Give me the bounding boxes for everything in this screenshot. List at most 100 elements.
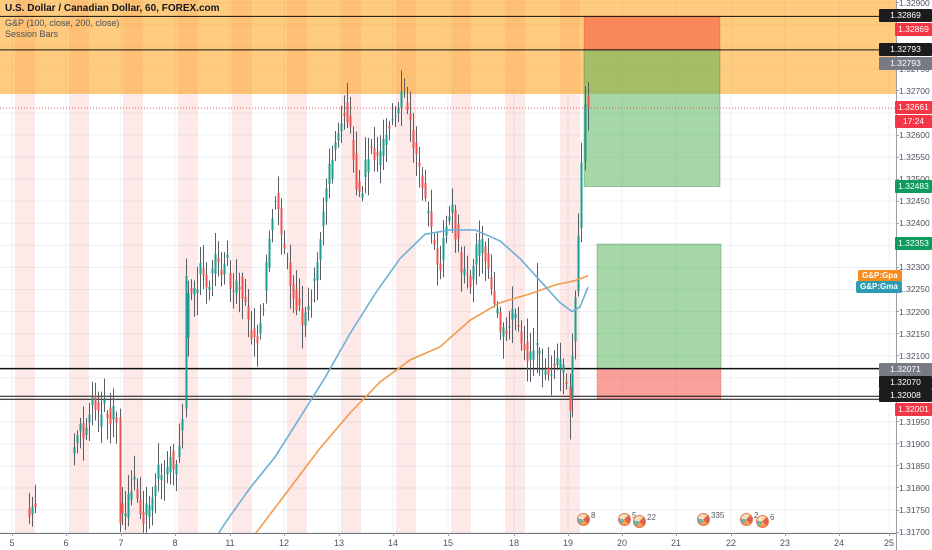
time-tick-label: 23 bbox=[779, 538, 791, 548]
time-tick-mark bbox=[230, 533, 231, 536]
price-label-red: 1.32661 bbox=[895, 101, 932, 114]
price-tick-mark bbox=[896, 311, 899, 312]
time-tick-mark bbox=[121, 533, 122, 536]
price-label-green: 1.32483 bbox=[895, 180, 932, 193]
price-tick-label: 1.32250 bbox=[899, 284, 930, 295]
time-tick-mark bbox=[514, 533, 515, 536]
time-tick-mark bbox=[568, 533, 569, 536]
price-tick-mark bbox=[896, 2, 899, 4]
chart-canvas[interactable] bbox=[0, 0, 896, 533]
price-tick-label: 1.31700 bbox=[899, 527, 930, 538]
time-tick-label: 5 bbox=[9, 538, 15, 548]
time-tick-label: 13 bbox=[333, 538, 345, 548]
price-tick-label: 1.32500 bbox=[899, 174, 930, 184]
price-tick-label: 1.32150 bbox=[899, 328, 930, 339]
grid bbox=[0, 0, 896, 533]
idea-marker[interactable]: 8 bbox=[577, 511, 596, 526]
idea-marker-icon bbox=[577, 513, 590, 526]
price-label-green: 1.32353 bbox=[895, 237, 932, 250]
time-tick-mark bbox=[284, 533, 285, 536]
price-label-black: 1.32793 bbox=[879, 43, 932, 56]
time-tick-mark bbox=[889, 533, 890, 536]
time-tick-mark bbox=[448, 533, 449, 536]
time-tick-mark bbox=[175, 533, 176, 536]
idea-marker-icon bbox=[633, 515, 646, 528]
price-tick-mark bbox=[896, 487, 899, 489]
price-label-black: 1.32008 bbox=[879, 389, 932, 402]
price-tick-mark bbox=[896, 178, 899, 180]
idea-marker-icon bbox=[618, 513, 631, 526]
idea-marker-count: 22 bbox=[647, 513, 656, 522]
price-label-gray: 1.32793 bbox=[879, 57, 932, 70]
time-axis[interactable] bbox=[0, 533, 932, 550]
supply-demand-zones bbox=[583, 15, 722, 400]
price-tick-mark bbox=[896, 465, 899, 467]
idea-marker-icon bbox=[697, 513, 710, 526]
price-tick-label: 1.32300 bbox=[899, 262, 930, 273]
price-tick-label: 1.32200 bbox=[899, 306, 930, 317]
price-tick-mark bbox=[896, 531, 899, 533]
time-tick-mark bbox=[839, 533, 840, 536]
idea-marker-icon bbox=[740, 513, 753, 526]
ma-value-chip[interactable]: G&P:Gma bbox=[856, 281, 902, 294]
price-tick-label: 1.32100 bbox=[899, 350, 930, 361]
ma-slow-orange-line bbox=[254, 275, 589, 533]
time-tick-label: 8 bbox=[172, 538, 178, 548]
price-tick-mark bbox=[896, 156, 899, 158]
time-tick-mark bbox=[676, 533, 677, 536]
ma-value-chip[interactable]: G&P:Gpa bbox=[858, 269, 902, 282]
time-tick-mark bbox=[622, 533, 623, 536]
price-tick-label: 1.32550 bbox=[899, 152, 930, 163]
price-tick-mark bbox=[896, 90, 899, 92]
resistance-band bbox=[0, 0, 896, 94]
time-tick-mark bbox=[731, 533, 732, 536]
idea-marker[interactable]: 22 bbox=[633, 513, 656, 528]
price-tick-label: 1.32450 bbox=[899, 196, 930, 207]
time-tick-label: 15 bbox=[442, 538, 454, 548]
price-label-red: 1.32001 bbox=[895, 403, 932, 416]
time-tick-label: 20 bbox=[616, 538, 628, 548]
idea-marker[interactable]: 2 bbox=[740, 511, 759, 526]
price-tick-label: 1.32900 bbox=[899, 0, 930, 8]
time-tick-label: 14 bbox=[387, 538, 399, 548]
price-tick-mark bbox=[896, 509, 899, 511]
idea-marker-count: 5 bbox=[632, 511, 637, 520]
price-tick-label: 1.32700 bbox=[899, 85, 930, 96]
time-tick-label: 21 bbox=[670, 538, 682, 548]
idea-marker[interactable]: 5 bbox=[618, 511, 637, 526]
price-tick-mark bbox=[896, 443, 899, 445]
time-tick-mark bbox=[393, 533, 394, 536]
idea-marker-icon bbox=[756, 515, 769, 528]
time-tick-mark bbox=[12, 533, 13, 536]
price-tick-label: 1.31900 bbox=[899, 438, 930, 449]
price-tick-label: 1.31750 bbox=[899, 505, 930, 516]
price-tick-label: 1.32400 bbox=[899, 218, 930, 229]
price-tick-label: 1.31800 bbox=[899, 482, 930, 493]
time-tick-label: 25 bbox=[883, 538, 895, 548]
price-tick-mark bbox=[896, 355, 899, 357]
time-tick-mark bbox=[66, 533, 67, 536]
price-tick-mark bbox=[896, 200, 899, 202]
time-tick-label: 11 bbox=[225, 538, 235, 548]
price-label-black: 1.32070 bbox=[879, 376, 932, 389]
idea-marker[interactable]: 335 bbox=[697, 511, 725, 526]
price-label-black: 1.32869 bbox=[879, 9, 932, 22]
price-label-gray: 1.32071 bbox=[879, 363, 932, 376]
time-tick-label: 12 bbox=[278, 538, 290, 548]
ma-fast-blue-line bbox=[217, 229, 589, 533]
idea-marker-count: 335 bbox=[711, 511, 725, 520]
idea-marker[interactable]: 6 bbox=[756, 513, 775, 528]
idea-marker-count: 2 bbox=[754, 511, 759, 520]
price-tick-mark bbox=[896, 134, 899, 136]
time-tick-label: 6 bbox=[63, 538, 69, 548]
idea-marker-count: 6 bbox=[770, 513, 775, 522]
price-tick-mark bbox=[896, 222, 899, 224]
price-tick-label: 1.31850 bbox=[899, 460, 930, 471]
price-tick-label: 1.32600 bbox=[899, 130, 930, 140]
price-tick-label: 1.31950 bbox=[899, 416, 930, 427]
time-tick-mark bbox=[339, 533, 340, 536]
candle-bodies bbox=[28, 87, 590, 524]
idea-marker-count: 8 bbox=[591, 511, 596, 520]
time-tick-label: 24 bbox=[833, 538, 845, 548]
time-tick-label: 19 bbox=[562, 538, 574, 548]
